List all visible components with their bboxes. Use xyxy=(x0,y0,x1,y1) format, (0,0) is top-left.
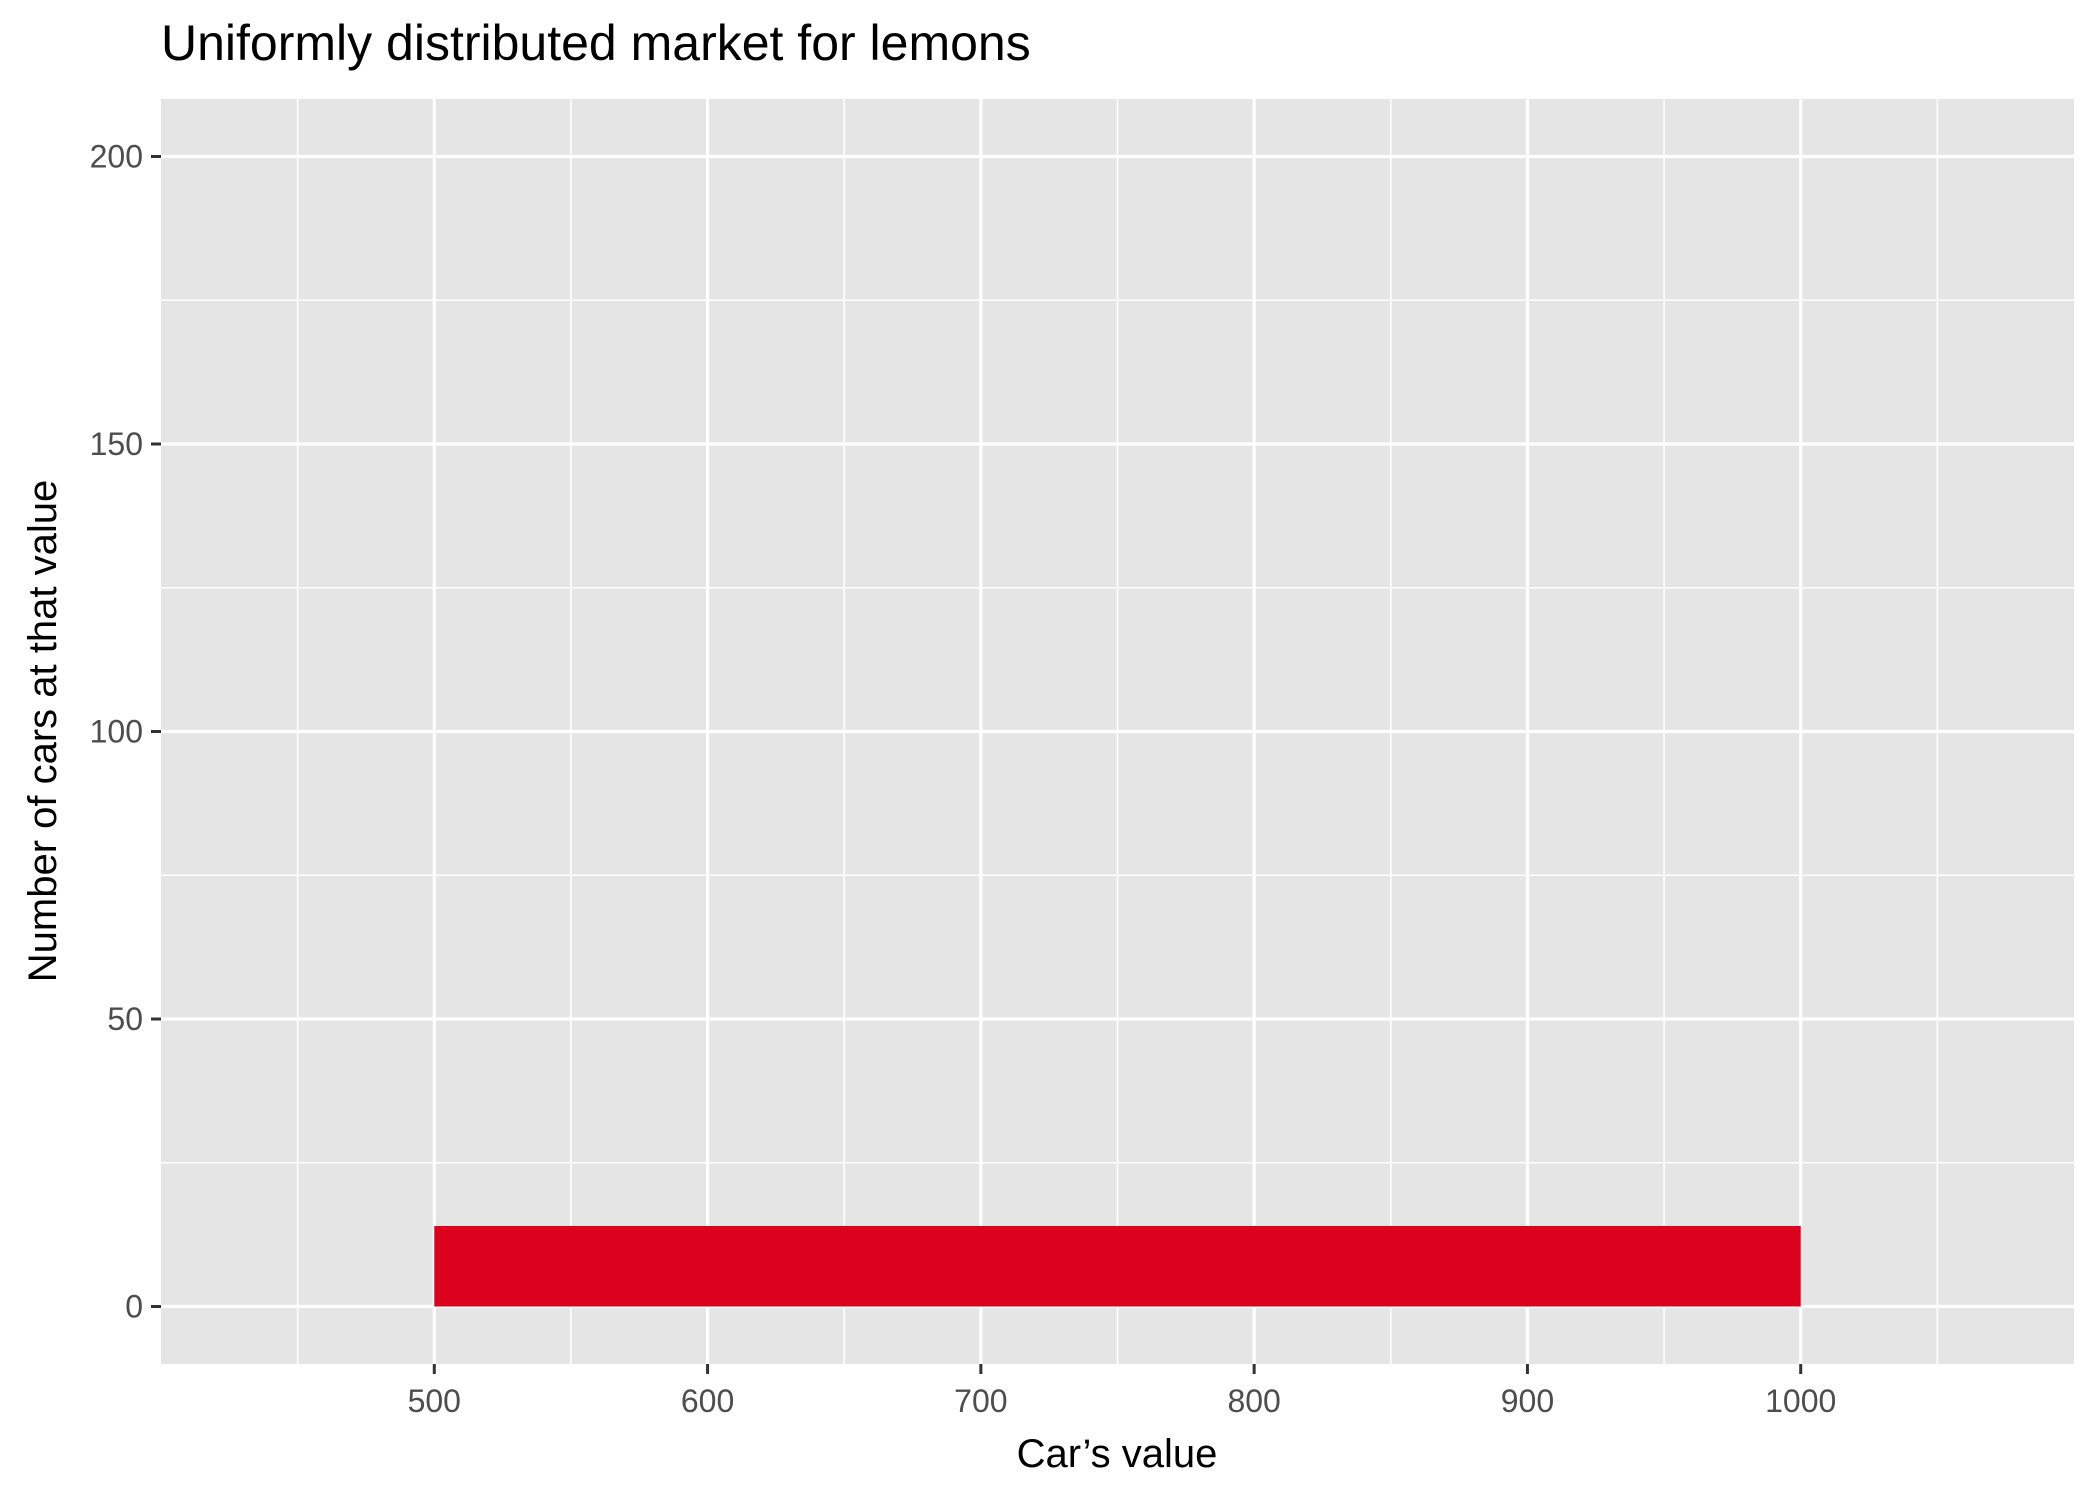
x-axis-title: Car’s value xyxy=(1017,1432,1218,1476)
y-axis-title: Number of cars at that value xyxy=(21,480,65,982)
axes: 500 600 700 800 900 1000 0 50 100 150 200 xyxy=(90,139,1837,1420)
x-tick-label: 700 xyxy=(954,1383,1007,1419)
y-tick-label: 50 xyxy=(107,1001,143,1037)
x-tick-label: 800 xyxy=(1227,1383,1280,1419)
histogram-bar xyxy=(434,1226,1801,1307)
chart-title: Uniformly distributed market for lemons xyxy=(161,15,1031,71)
x-tick-label: 500 xyxy=(408,1383,461,1419)
bars xyxy=(434,1226,1801,1307)
gridlines xyxy=(161,99,2074,1364)
x-tick-label: 900 xyxy=(1501,1383,1554,1419)
y-tick-label: 0 xyxy=(125,1289,143,1325)
y-tick-label: 100 xyxy=(90,714,143,750)
y-tick-label: 200 xyxy=(90,139,143,175)
x-tick-label: 600 xyxy=(681,1383,734,1419)
y-tick-label: 150 xyxy=(90,426,143,462)
x-tick-label: 1000 xyxy=(1765,1383,1836,1419)
